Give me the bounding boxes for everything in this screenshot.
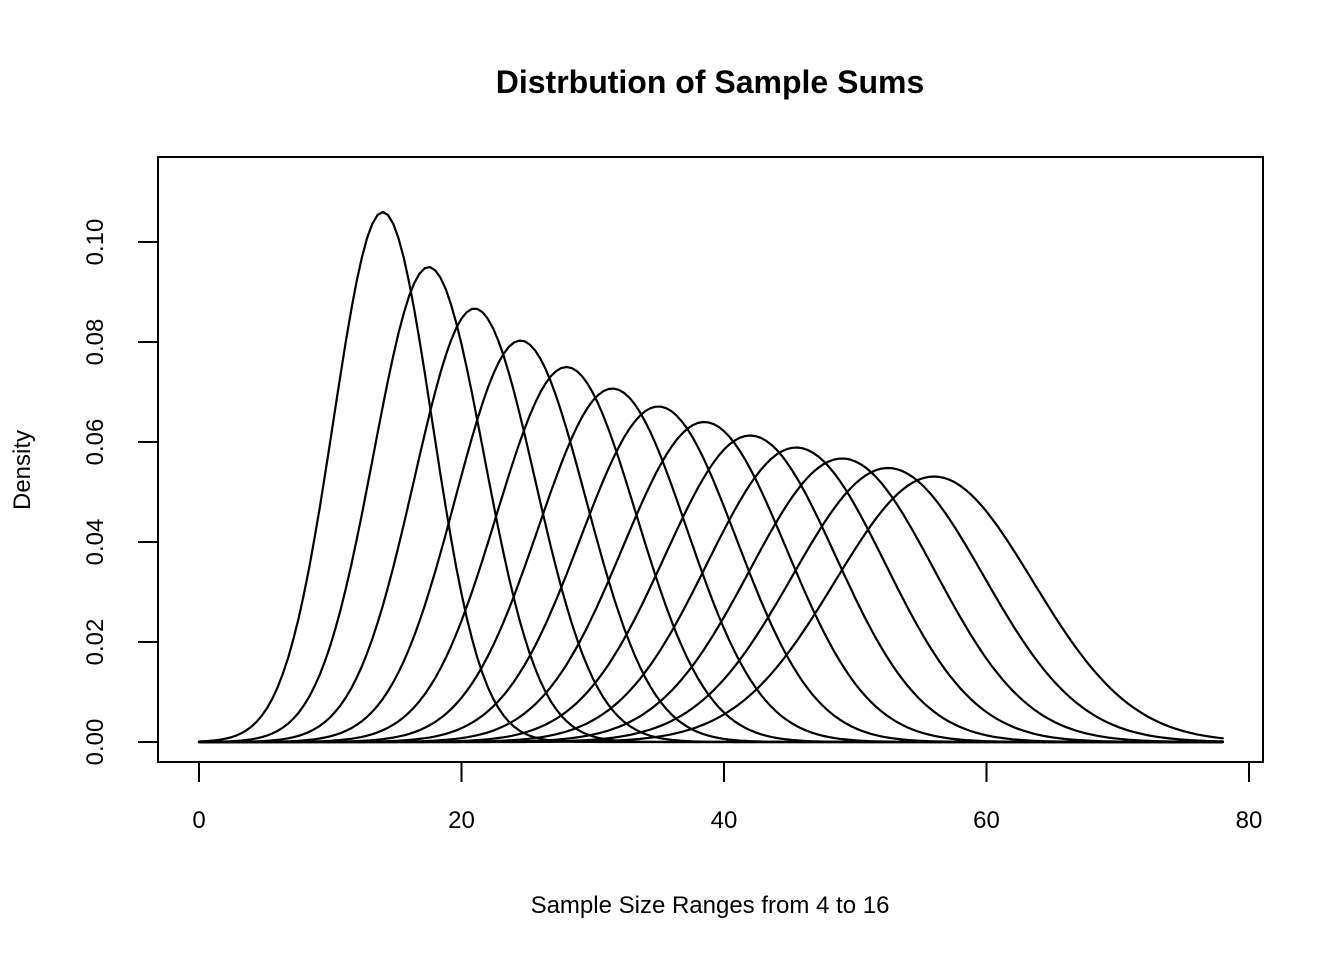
- y-tick-label: 0.08: [82, 319, 109, 366]
- y-tick-label: 0.00: [82, 719, 109, 766]
- density-curve-n=5: [197, 266, 1224, 744]
- y-axis: 0.00 0.02 0.04 0.06 0.08 0.10: [82, 219, 158, 766]
- x-tick-label: 60: [973, 807, 1000, 834]
- y-tick-label: 0.10: [82, 219, 109, 266]
- density-curve-n=16: [197, 475, 1224, 744]
- x-axis: 0 20 40 60 80: [192, 762, 1262, 834]
- x-tick-label: 80: [1236, 807, 1263, 834]
- x-tick-label: 40: [711, 807, 738, 834]
- plot-box: [157, 156, 1264, 763]
- x-tick-label: 20: [448, 807, 475, 834]
- x-axis-title: Sample Size Ranges from 4 to 16: [531, 892, 890, 919]
- density-curves: [197, 210, 1224, 744]
- y-tick-label: 0.02: [82, 619, 109, 666]
- chart-title: Distrbution of Sample Sums: [496, 64, 924, 100]
- density-curve-n=7: [197, 339, 1224, 744]
- y-tick-label: 0.04: [82, 519, 109, 566]
- y-tick-label: 0.06: [82, 419, 109, 466]
- density-curve-n=6: [197, 307, 1224, 744]
- density-curve-n=9: [197, 387, 1224, 744]
- y-axis-title: Density: [9, 430, 36, 510]
- x-tick-label: 0: [192, 807, 205, 834]
- density-curve-n=15: [197, 466, 1224, 744]
